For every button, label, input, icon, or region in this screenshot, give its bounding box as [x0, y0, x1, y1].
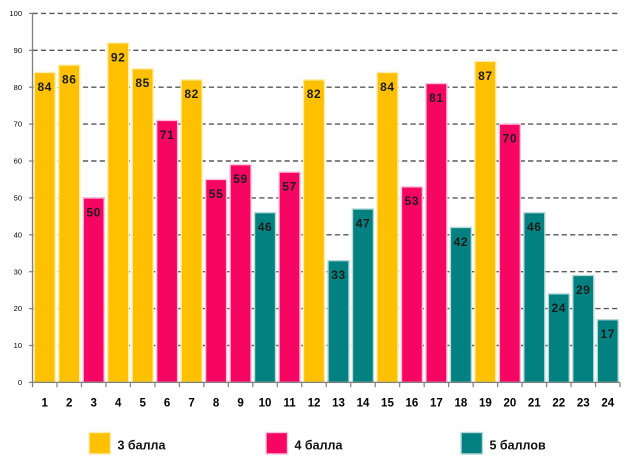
svg-text:9: 9 — [237, 398, 243, 410]
svg-text:21: 21 — [528, 398, 541, 410]
svg-text:19: 19 — [479, 398, 492, 410]
svg-text:17: 17 — [600, 327, 615, 341]
svg-text:53: 53 — [405, 194, 420, 208]
svg-text:100: 100 — [9, 9, 22, 18]
svg-text:81: 81 — [429, 91, 444, 105]
svg-text:46: 46 — [527, 220, 542, 234]
svg-text:7: 7 — [188, 398, 194, 410]
svg-text:5 баллов: 5 баллов — [490, 439, 546, 453]
svg-text:23: 23 — [577, 398, 590, 410]
svg-text:6: 6 — [164, 398, 170, 410]
svg-text:2: 2 — [66, 398, 72, 410]
svg-text:80: 80 — [14, 83, 22, 92]
svg-text:50: 50 — [86, 205, 101, 219]
svg-text:70: 70 — [503, 132, 518, 146]
svg-text:87: 87 — [478, 69, 493, 83]
svg-text:60: 60 — [14, 157, 22, 166]
svg-text:4: 4 — [115, 398, 122, 410]
svg-text:0: 0 — [18, 378, 22, 387]
svg-text:40: 40 — [14, 230, 22, 239]
svg-text:24: 24 — [601, 398, 614, 410]
svg-text:29: 29 — [576, 283, 591, 297]
svg-text:17: 17 — [430, 398, 443, 410]
svg-text:8: 8 — [213, 398, 220, 410]
svg-text:30: 30 — [14, 267, 22, 276]
svg-text:50: 50 — [14, 194, 22, 203]
svg-text:22: 22 — [552, 398, 565, 410]
svg-text:3 балла: 3 балла — [118, 439, 167, 453]
svg-text:12: 12 — [308, 398, 321, 410]
svg-text:4 балла: 4 балла — [295, 439, 344, 453]
svg-text:3: 3 — [90, 398, 96, 410]
svg-text:33: 33 — [331, 268, 346, 282]
svg-text:15: 15 — [381, 398, 394, 410]
svg-text:55: 55 — [209, 187, 224, 201]
svg-text:85: 85 — [135, 76, 150, 90]
svg-text:71: 71 — [160, 128, 175, 142]
svg-text:20: 20 — [503, 398, 516, 410]
svg-text:82: 82 — [184, 87, 199, 101]
svg-text:14: 14 — [357, 398, 370, 410]
svg-text:86: 86 — [62, 72, 77, 86]
svg-text:46: 46 — [258, 220, 273, 234]
svg-text:57: 57 — [282, 179, 297, 193]
svg-text:18: 18 — [454, 398, 467, 410]
svg-text:70: 70 — [14, 120, 22, 129]
svg-text:13: 13 — [332, 398, 345, 410]
svg-text:92: 92 — [111, 50, 126, 64]
svg-text:11: 11 — [283, 398, 296, 410]
svg-text:90: 90 — [14, 46, 22, 55]
svg-text:10: 10 — [259, 398, 272, 410]
svg-text:20: 20 — [14, 304, 22, 313]
svg-text:84: 84 — [380, 80, 395, 94]
svg-text:82: 82 — [307, 87, 322, 101]
svg-text:16: 16 — [406, 398, 419, 410]
svg-text:42: 42 — [454, 235, 469, 249]
svg-text:10: 10 — [14, 341, 22, 350]
svg-text:59: 59 — [233, 172, 248, 186]
svg-text:84: 84 — [37, 80, 52, 94]
svg-text:5: 5 — [139, 398, 146, 410]
svg-text:47: 47 — [356, 216, 371, 230]
svg-text:1: 1 — [42, 398, 49, 410]
svg-text:24: 24 — [552, 301, 567, 315]
